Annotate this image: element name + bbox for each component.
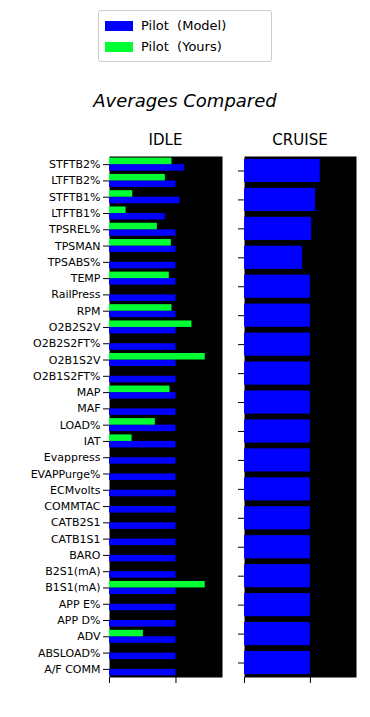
svg-text:O2B1S2V: O2B1S2V (49, 354, 101, 367)
svg-text:O2B2S2FT%: O2B2S2FT% (33, 337, 101, 350)
svg-text:TPSREL%: TPSREL% (48, 223, 101, 236)
svg-text:APP D%: APP D% (57, 614, 100, 627)
svg-text:MAP: MAP (77, 386, 101, 399)
svg-text:CATB2S1: CATB2S1 (51, 516, 101, 529)
svg-text:LOAD%: LOAD% (60, 419, 101, 432)
svg-text:STFTB1%: STFTB1% (49, 191, 101, 204)
svg-text:ABSLOAD%: ABSLOAD% (38, 647, 101, 660)
svg-text:TEMP: TEMP (70, 272, 101, 285)
svg-text:STFTB2%: STFTB2% (49, 158, 101, 171)
html-text:Pilot (Model): Pilot (Model) (141, 18, 227, 33)
svg-text:O2B1S2FT%: O2B1S2FT% (33, 370, 101, 383)
html-text:IDLE: IDLE (148, 131, 183, 149)
svg-text:TPSABS%: TPSABS% (47, 256, 101, 269)
html-text:Pilot (Yours): Pilot (Yours) (141, 39, 222, 54)
html-text:CRUISE: CRUISE (272, 131, 328, 149)
svg-text:LTFTB1%: LTFTB1% (51, 207, 100, 220)
svg-text:TPSMAN: TPSMAN (54, 240, 101, 253)
svg-text:BARO: BARO (69, 549, 101, 562)
svg-text:O2B2S2V: O2B2S2V (49, 321, 101, 334)
svg-text:B1S1(mA): B1S1(mA) (45, 581, 100, 594)
svg-text:B2S1(mA): B2S1(mA) (45, 565, 100, 578)
html-text:Averages Compared: Averages Compared (93, 90, 277, 111)
svg-text:APP E%: APP E% (59, 598, 101, 611)
svg-text:EVAPPurge%: EVAPPurge% (31, 468, 101, 481)
svg-text:IAT: IAT (84, 435, 101, 448)
svg-text:Evappress: Evappress (44, 451, 101, 464)
svg-text:LTFTB2%: LTFTB2% (51, 174, 100, 187)
svg-text:RPM: RPM (77, 305, 101, 318)
svg-text:COMMTAC: COMMTAC (44, 500, 101, 513)
svg-text:MAF: MAF (77, 402, 100, 415)
svg-text:RailPress: RailPress (51, 288, 100, 301)
svg-text:ECMvolts: ECMvolts (50, 484, 101, 497)
svg-text:ADV: ADV (77, 630, 101, 643)
svg-text:CATB1S1: CATB1S1 (51, 533, 101, 546)
svg-text:A/F COMM: A/F COMM (44, 663, 100, 676)
